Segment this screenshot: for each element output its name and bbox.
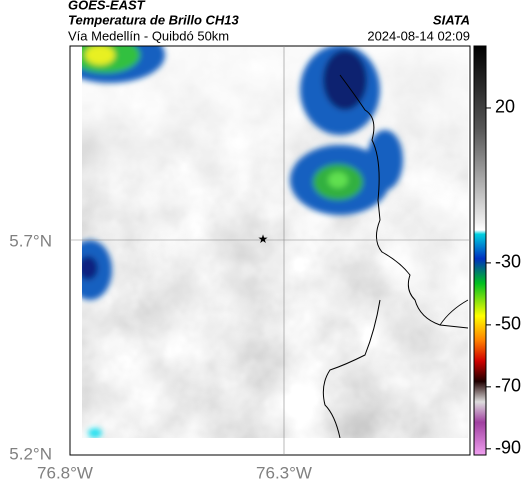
colorbar-tick-label: -30 — [495, 252, 521, 272]
map-frame: ★ 5.7°N 5.2°N 76.8°W 76.3°W — [9, 45, 471, 482]
product: Temperatura de Brillo CH13 — [68, 12, 240, 27]
frame — [69, 45, 471, 456]
colorbar-tick-label: -90 — [495, 438, 521, 458]
colorbar-scale — [473, 45, 487, 456]
colorbar-tick-label: -50 — [495, 314, 521, 334]
colorbar: 20 -30 -50 -70 -90 — [473, 45, 521, 458]
route: Vía Medellín - Quibdó 50km — [68, 28, 229, 43]
header: GOES-EAST Temperatura de Brillo CH13 Vía… — [68, 0, 470, 43]
lon-label: 76.8°W — [37, 463, 93, 482]
colorbar-tick-label: 20 — [495, 97, 515, 117]
satellite: GOES-EAST — [68, 0, 146, 12]
city-marker: ★ — [258, 232, 269, 246]
colorbar-tick-label: -70 — [495, 376, 521, 396]
lat-label: 5.2°N — [9, 444, 52, 463]
lon-label: 76.3°W — [256, 463, 312, 482]
datetime: 2024-08-14 02:09 — [367, 28, 470, 43]
source: SIATA — [433, 12, 470, 27]
satellite-image — [82, 46, 468, 438]
lat-label: 5.7°N — [9, 231, 52, 250]
